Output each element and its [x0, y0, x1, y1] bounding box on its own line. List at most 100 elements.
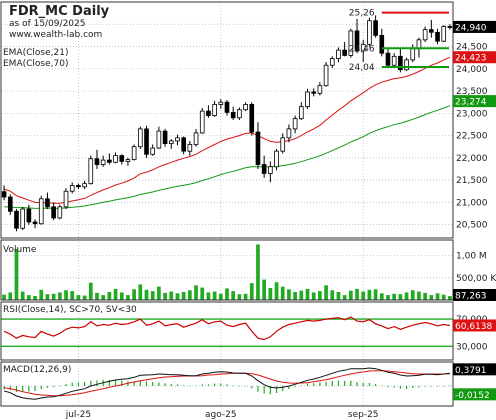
price-tick-label: 20,500 — [456, 221, 488, 231]
macd-hist-bar — [189, 385, 191, 387]
candle-body — [100, 159, 106, 165]
macd-hist-bar — [263, 386, 265, 394]
candle-body — [441, 26, 447, 42]
macd-hist-bar — [430, 386, 432, 387]
volume-bar — [27, 295, 31, 300]
macd-hist-bar — [412, 386, 414, 388]
macd-hist-bar — [176, 384, 179, 386]
candle-body — [212, 104, 217, 116]
macd-hist-bar — [164, 383, 166, 386]
volume-bar — [293, 292, 297, 300]
x-tick-sep-25: sep-25 — [348, 410, 379, 420]
macd-hist-bar — [15, 386, 18, 392]
candle-body — [329, 58, 335, 66]
pane-frame-price — [0, 1, 454, 239]
volume-bar — [113, 288, 118, 300]
volume-tick-label: 500,00 K — [456, 274, 496, 284]
macd-hist-bar — [436, 386, 439, 387]
volume-bar — [311, 292, 316, 300]
macd-hist-bar — [3, 386, 5, 390]
volume-bar — [367, 289, 372, 300]
price-tick-label: 24,500 — [456, 43, 488, 53]
macd-hist-bar — [282, 386, 284, 391]
volume-bar — [441, 294, 446, 300]
candle-body — [57, 206, 63, 219]
candle-body — [367, 20, 372, 45]
macd-hist-bar — [313, 383, 315, 386]
macd-hist-bar — [201, 384, 203, 386]
candle-body — [429, 29, 434, 33]
rsi-tag: 60,6138 — [455, 322, 492, 332]
volume-tag: 87,263 — [455, 292, 487, 302]
volume-bar — [231, 291, 236, 300]
ema21-tag: 24,423 — [455, 54, 487, 64]
candle-body — [311, 91, 317, 94]
volume-bar — [243, 293, 248, 300]
candle-body — [385, 52, 391, 66]
candle-body — [435, 31, 440, 42]
macd-hist-bar — [90, 380, 92, 386]
macd-hist-bar — [399, 386, 401, 389]
candle-body — [404, 59, 409, 71]
rsi-bands — [1, 318, 453, 348]
volume-bar — [330, 290, 335, 300]
macd-hist-bar — [325, 381, 327, 386]
rsi-line — [3, 316, 450, 341]
candle-body — [175, 137, 180, 142]
volume-bar — [57, 292, 62, 300]
volume-bar — [318, 291, 322, 300]
volume-bar — [435, 293, 440, 300]
macd-hist-bar — [331, 381, 333, 386]
volume-bar — [342, 295, 347, 300]
volume-bar — [287, 289, 291, 300]
volume-bar — [132, 289, 136, 300]
volume-bar — [417, 291, 421, 300]
macd-hist-tag-bg — [453, 388, 496, 401]
volume-bar — [373, 289, 378, 300]
candle-body — [162, 130, 168, 145]
volume-bar — [8, 292, 13, 300]
macd-tag-bg — [453, 363, 496, 376]
volume-bar — [194, 285, 198, 300]
price-tick-label: 24,000 — [456, 65, 488, 75]
macd-hist-bar — [139, 380, 141, 386]
macd-hist-bar — [108, 380, 110, 386]
volume-bar — [206, 292, 211, 300]
volume-bar — [126, 295, 130, 300]
volume-bar — [107, 292, 112, 300]
candle-body — [323, 64, 329, 87]
macd-hist-bar — [238, 386, 240, 387]
volume-bar — [324, 285, 328, 300]
macd-hist-bar — [257, 386, 259, 392]
series-layer — [1, 11, 453, 400]
macd-hist-bar — [226, 384, 228, 386]
candle-body — [305, 91, 310, 108]
candle-body — [94, 158, 100, 165]
macd-hist-bar — [96, 380, 98, 386]
volume-bar — [144, 289, 149, 300]
macd-hist-bar — [195, 385, 197, 387]
volume-bar — [169, 291, 174, 300]
ema21-tag-bg — [453, 51, 496, 64]
volume-bar — [262, 279, 267, 300]
macd-signal-line — [4, 370, 450, 397]
candle-body — [249, 104, 255, 133]
macd-hist-bar — [145, 381, 148, 386]
volume-bar — [200, 287, 205, 300]
macd-hist-bar — [319, 382, 321, 386]
candle-body — [298, 106, 304, 120]
macd-hist-bar — [34, 386, 36, 391]
candle-body — [447, 26, 453, 28]
volume-bar — [181, 292, 186, 300]
price-tick-label: 23,000 — [456, 109, 488, 119]
candle-body — [379, 34, 385, 54]
macd-hist-bar — [337, 380, 340, 386]
volume-bar — [423, 292, 427, 300]
price-tick-label: 21,500 — [456, 176, 488, 186]
volume-bar — [39, 289, 44, 300]
macd-hist-bar — [269, 386, 271, 395]
candle-body — [88, 158, 94, 185]
candle-body — [348, 30, 354, 56]
volume-bar — [150, 291, 155, 300]
candle-body — [317, 85, 323, 94]
